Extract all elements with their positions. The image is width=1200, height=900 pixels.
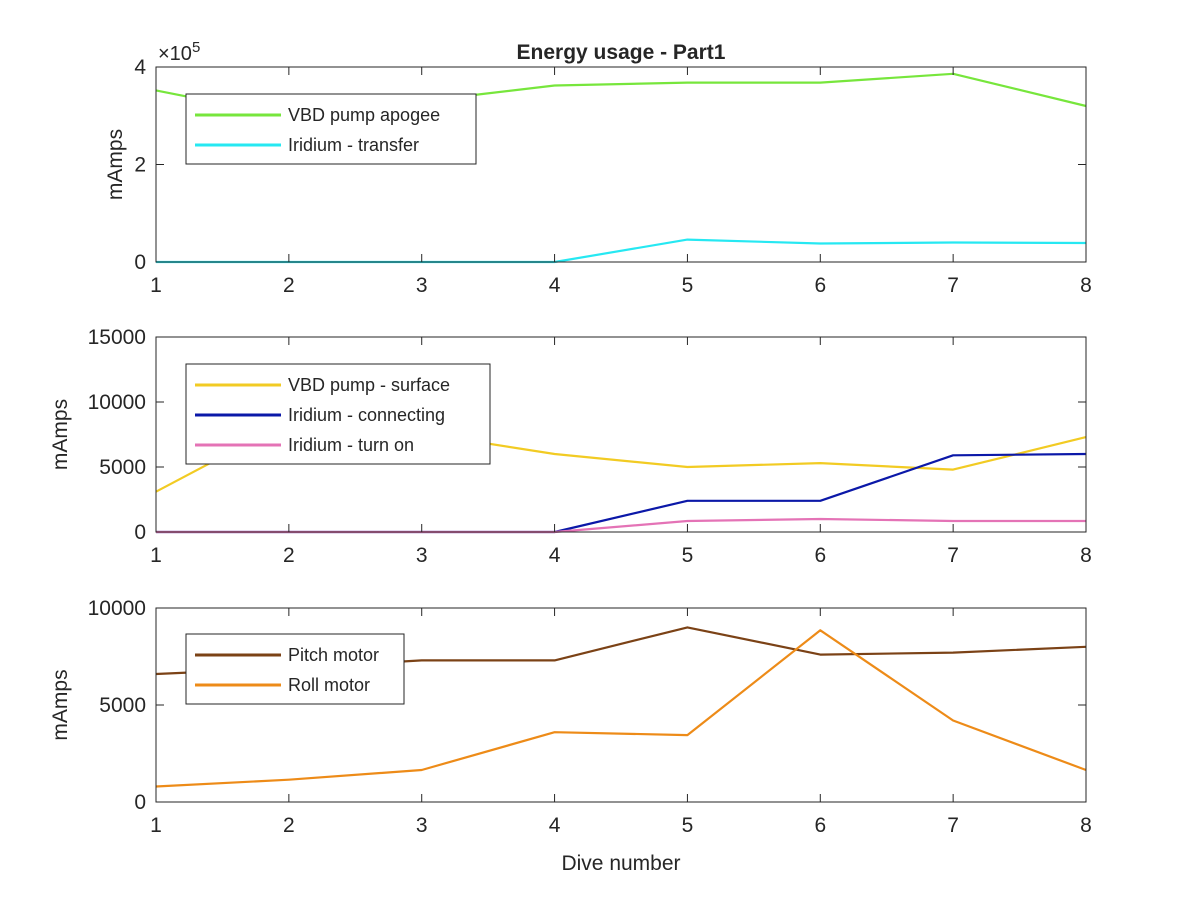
y-tick-label: 5000 — [99, 694, 146, 717]
y-axis-label: mAmps — [104, 129, 127, 200]
x-tick-label: 6 — [814, 544, 826, 567]
x-tick-label: 6 — [814, 274, 826, 297]
x-axis-label: Dive number — [561, 852, 680, 875]
y-tick-label: 2 — [134, 154, 146, 177]
x-tick-label: 2 — [283, 274, 295, 297]
legend-box — [185, 633, 405, 705]
y-tick-label: 0 — [134, 521, 146, 544]
x-tick-label: 5 — [682, 274, 694, 297]
subplot-2: 1 2 3 4 5 6 7 8 0 5000 10000 15000 mAmps VBD pump - s… — [49, 326, 1092, 567]
y-tick-label: 0 — [134, 251, 146, 274]
subplot-3: 1 2 3 4 5 6 7 8 0 5000 10000 mAmps Dive number Pitch … — [49, 597, 1092, 875]
x-tick-label: 3 — [416, 274, 428, 297]
legend-box — [185, 93, 477, 165]
series-line-roll-motor — [155, 629, 1087, 788]
subplot-1: 1 2 3 4 5 6 7 8 0 2 4 ×105 mAmps Energy usage - Part1… — [104, 39, 1092, 297]
legend-entry-label: VBD pump - surface — [288, 375, 450, 395]
y-tick-label: 0 — [134, 791, 146, 814]
legend: VBD pump - surface Iridium - connecting Ir… — [185, 363, 491, 465]
legend-entry-label: Roll motor — [288, 675, 370, 695]
legend-entry-label: Iridium - turn on — [288, 435, 414, 455]
y-exponent-label: ×105 — [158, 39, 200, 65]
y-tick-label: 5000 — [99, 456, 146, 479]
y-axis-label: mAmps — [49, 669, 72, 740]
x-tick-label: 8 — [1080, 544, 1092, 567]
legend-entry-label: Iridium - connecting — [288, 405, 445, 425]
x-tick-label: 2 — [283, 544, 295, 567]
x-tick-label: 8 — [1080, 274, 1092, 297]
x-tick-label: 3 — [416, 814, 428, 837]
x-tick-label: 6 — [814, 814, 826, 837]
x-tick-label: 4 — [549, 544, 561, 567]
legend-entry-label: Pitch motor — [288, 645, 379, 665]
axes-box — [155, 336, 1087, 533]
y-tick-label: 10000 — [88, 391, 146, 414]
x-tick-label: 1 — [150, 544, 162, 567]
legend-entry-label: Iridium - transfer — [288, 135, 419, 155]
x-tick-label: 7 — [947, 274, 959, 297]
legend-entry-label: VBD pump apogee — [288, 105, 440, 125]
x-tick-label: 3 — [416, 544, 428, 567]
chart-title: Energy usage - Part1 — [517, 41, 726, 64]
x-tick-label: 2 — [283, 814, 295, 837]
x-tick-label: 5 — [682, 814, 694, 837]
x-tick-label: 8 — [1080, 814, 1092, 837]
legend: VBD pump apogee Iridium - transfer — [185, 93, 477, 165]
y-axis-label: mAmps — [49, 399, 72, 470]
x-tick-label: 7 — [947, 544, 959, 567]
x-tick-label: 4 — [549, 814, 561, 837]
x-tick-label: 5 — [682, 544, 694, 567]
y-tick-label: 4 — [134, 56, 146, 79]
x-tick-label: 1 — [150, 814, 162, 837]
y-tick-label: 15000 — [88, 326, 146, 349]
x-tick-label: 1 — [150, 274, 162, 297]
x-tick-label: 7 — [947, 814, 959, 837]
legend: Pitch motor Roll motor — [185, 633, 405, 705]
y-tick-label: 10000 — [88, 597, 146, 620]
x-tick-label: 4 — [549, 274, 561, 297]
